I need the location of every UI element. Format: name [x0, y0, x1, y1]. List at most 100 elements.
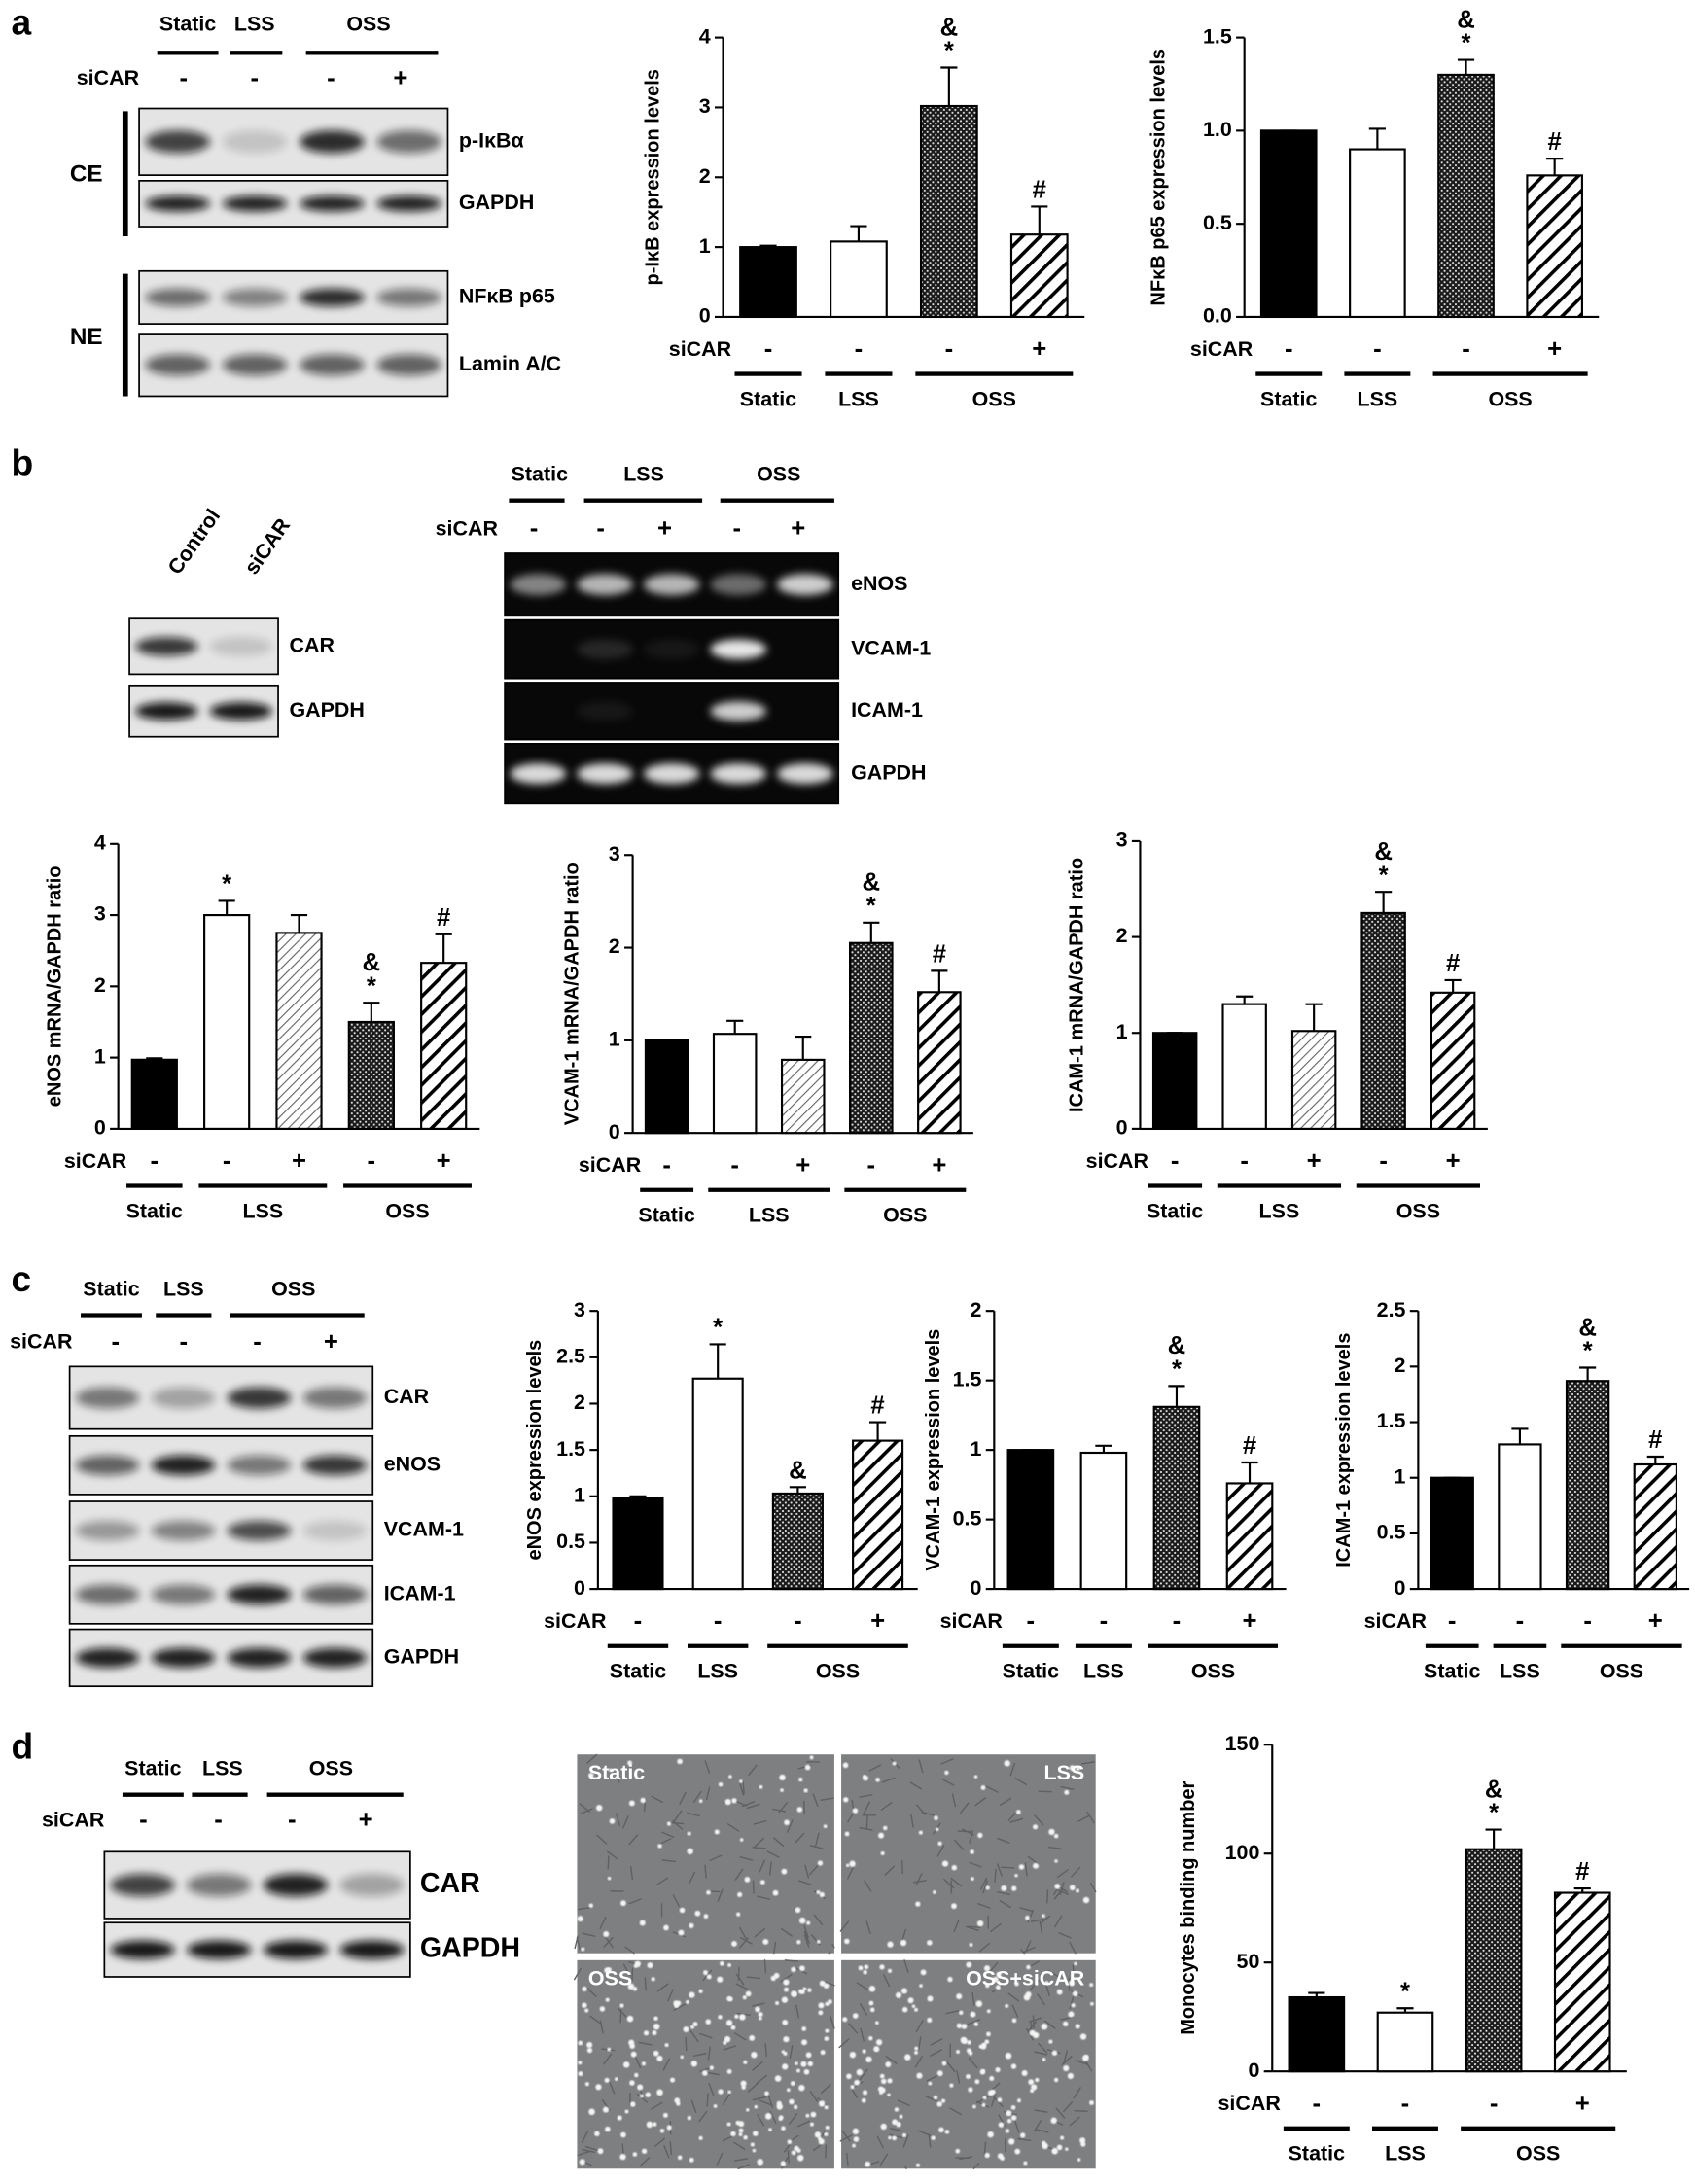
y-tick-label: 1.5	[1377, 1409, 1406, 1432]
bar	[1221, 1003, 1267, 1130]
group-label: Static	[1424, 1660, 1480, 1683]
monocyte	[633, 1964, 638, 1968]
monocyte	[800, 2061, 807, 2067]
cell-texture	[735, 1973, 745, 1986]
monocyte	[744, 1876, 751, 1883]
monocyte	[588, 2108, 595, 2116]
group-label: Static	[610, 1660, 666, 1683]
monocyte	[723, 2040, 727, 2045]
monocyte	[727, 2090, 731, 2095]
monocyte	[656, 2089, 663, 2096]
cell-texture	[969, 1861, 982, 1868]
monocyte	[749, 2035, 756, 2041]
monocyte	[666, 1821, 671, 1826]
blot-group-label: Static	[124, 1757, 181, 1780]
cell-texture	[622, 1963, 631, 1977]
monocyte	[637, 2084, 644, 2091]
monocyte	[970, 1849, 974, 1854]
sicar-sign: -	[1173, 1607, 1182, 1635]
cell-texture	[880, 1801, 893, 1811]
y-tick-label: 1	[609, 1028, 620, 1051]
band	[222, 354, 288, 376]
y-tick-label: 0	[1248, 2059, 1259, 2082]
monocyte	[868, 1986, 876, 1992]
group-label: Static	[1003, 1660, 1059, 1683]
monocyte	[796, 1940, 801, 1945]
band	[151, 1647, 216, 1668]
monocyte	[791, 1966, 796, 1973]
cell-texture	[990, 2093, 997, 2107]
monocyte	[980, 1785, 986, 1790]
cell-texture	[769, 2110, 777, 2124]
band	[643, 763, 700, 785]
micrograph-label: OSS	[588, 1966, 632, 1990]
band-label: p-IκBα	[459, 128, 524, 152]
cell-texture	[959, 2156, 973, 2161]
monocyte	[728, 1775, 732, 1779]
monocyte	[868, 2000, 874, 2006]
error-bar	[1308, 1991, 1325, 1998]
cell-texture	[863, 1801, 870, 1814]
cell-texture	[969, 1829, 974, 1844]
micrograph-label: Static	[588, 1761, 645, 1784]
monocyte	[784, 1987, 789, 1992]
group-label: OSS	[1516, 2142, 1560, 2166]
monocyte	[1035, 2077, 1040, 2083]
sicar-sign: -	[139, 1807, 148, 1834]
monocyte	[879, 2087, 886, 2094]
monocyte	[738, 2128, 744, 2133]
monocyte	[624, 2109, 629, 2114]
monocyte	[1064, 1789, 1070, 1795]
band	[227, 1584, 292, 1605]
blot-group-label: OSS	[271, 1277, 315, 1300]
monocyte	[845, 1863, 850, 1868]
monocyte	[782, 2020, 789, 2025]
cell-texture	[912, 1880, 928, 1884]
cell-texture	[737, 2164, 750, 2169]
significance-mark: *	[1400, 1978, 1410, 2005]
cell-texture	[1037, 1993, 1045, 2006]
cell-texture	[754, 1927, 766, 1938]
monocyte	[687, 1831, 691, 1836]
monocyte	[865, 2056, 872, 2063]
cell-texture	[757, 2113, 765, 2127]
cell-texture	[706, 2093, 709, 2107]
monocyte	[852, 2013, 859, 2019]
cell-texture	[1026, 2027, 1034, 2041]
monocyte	[896, 2122, 901, 2128]
monocyte	[796, 2068, 800, 2073]
cell-texture	[733, 2032, 747, 2041]
sicar-label: siCAR	[1218, 2092, 1282, 2115]
blot-group-label: Static	[159, 12, 216, 35]
cell-texture	[609, 2081, 616, 2095]
cell-texture	[673, 1810, 683, 1822]
monocyte	[986, 2009, 991, 2014]
cell-texture	[636, 2093, 649, 2103]
sicar-sign: -	[1448, 1607, 1457, 1635]
band	[110, 1873, 175, 1897]
monocyte	[969, 1943, 973, 1947]
sicar-sign: -	[596, 514, 605, 542]
band	[302, 1647, 368, 1668]
cell-texture	[1020, 1949, 1025, 1955]
cell-texture	[1073, 2087, 1081, 2099]
blot-group-label: OSS	[757, 463, 800, 486]
band-label: GAPDH	[420, 1933, 520, 1964]
monocyte	[887, 1968, 893, 1973]
monocyte	[879, 2073, 885, 2079]
monocyte	[728, 1996, 733, 2002]
sicar-sign: -	[714, 1607, 723, 1635]
y-tick-label: 0.0	[1203, 304, 1232, 328]
cell-texture	[1054, 1915, 1063, 1928]
sicar-sign: -	[1401, 2090, 1410, 2117]
bar	[1465, 1848, 1523, 2073]
sicar-label: siCAR	[1190, 337, 1254, 361]
monocyte	[1060, 2135, 1065, 2140]
cell-texture	[902, 2134, 909, 2148]
significance-mark: #	[1243, 1432, 1256, 1460]
cell-texture	[830, 2016, 835, 2029]
band	[135, 637, 198, 656]
monocyte	[690, 2061, 698, 2067]
monocyte	[656, 2055, 663, 2061]
sicar-sign: +	[1032, 335, 1046, 363]
